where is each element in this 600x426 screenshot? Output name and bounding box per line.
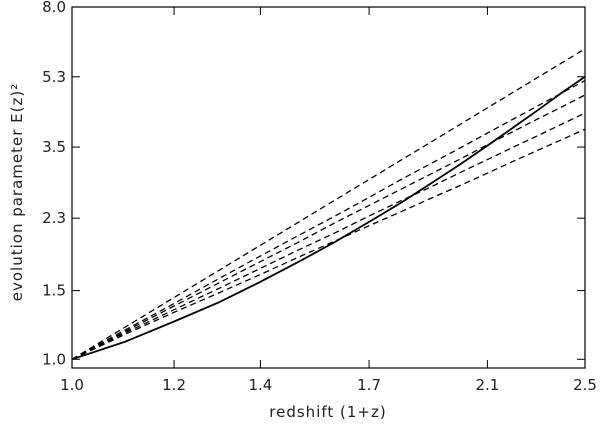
dashed-series-line-2	[71, 80, 586, 360]
y-axis-ticks: 1.0 1.5 2.3 3.5 5.3 8.0	[42, 0, 585, 368]
x-axis-ticks: 1.0 1.2 1.4 1.7 2.1 2.5	[60, 7, 597, 394]
series-layer	[71, 48, 586, 361]
dashed-series-line-3	[71, 94, 586, 360]
plot-frame	[71, 6, 586, 369]
dashed-series-line-1	[71, 48, 586, 360]
y-tick-label: 5.3	[42, 68, 66, 86]
y-tick-label: 8.0	[42, 0, 66, 16]
x-tick-label: 2.5	[573, 376, 597, 394]
dashed-series-line-5	[71, 128, 586, 360]
y-tick-label: 3.5	[42, 138, 66, 156]
x-tick-label: 1.0	[60, 376, 84, 394]
x-tick-label: 1.2	[162, 376, 186, 394]
x-tick-label: 1.7	[357, 376, 381, 394]
plot-border	[71, 6, 586, 369]
y-tick-label: 1.0	[42, 350, 66, 368]
solid-series-line	[71, 76, 586, 361]
y-axis-title: evolution parameter E(z)²	[8, 83, 26, 301]
y-tick-label: 2.3	[42, 209, 66, 227]
dashed-series-line-4	[71, 112, 586, 360]
x-axis-title: redshift (1+z)	[269, 403, 386, 421]
x-tick-label: 1.4	[248, 376, 272, 394]
y-tick-label: 1.5	[42, 282, 66, 300]
x-tick-label: 2.1	[475, 376, 499, 394]
